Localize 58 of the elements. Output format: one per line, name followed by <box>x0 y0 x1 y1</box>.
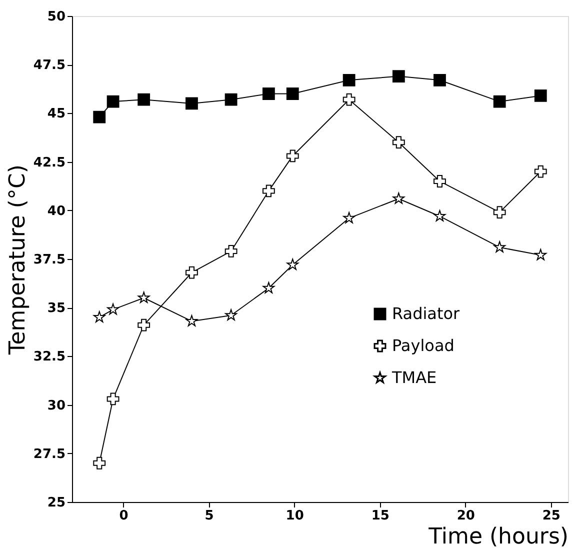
point <box>262 282 275 294</box>
point <box>93 311 106 322</box>
point <box>107 303 119 315</box>
y-tick-label: 40 <box>47 204 66 219</box>
point <box>286 88 299 100</box>
x-tick-label: 25 <box>542 508 560 524</box>
point <box>434 74 446 86</box>
point <box>106 392 120 406</box>
y-tick-label: 35 <box>47 301 66 316</box>
point <box>286 258 299 270</box>
point <box>225 309 237 320</box>
y-tick-label: 32.5 <box>33 350 66 365</box>
point <box>106 95 120 108</box>
x-tick-label: 10 <box>286 508 304 524</box>
y-tick-label: 25 <box>47 496 66 510</box>
legend-label: TMAE <box>391 368 437 387</box>
point <box>224 245 238 258</box>
point <box>494 241 506 252</box>
point <box>138 318 150 332</box>
point <box>534 90 547 102</box>
legend-label: Radiator <box>392 304 460 323</box>
y-tick-label: 42.5 <box>33 155 66 170</box>
point <box>343 212 355 224</box>
x-tick-label: 0 <box>119 508 128 524</box>
y-tick-label: 50 <box>47 10 66 24</box>
y-tick-label: 37.5 <box>33 252 66 268</box>
point <box>342 93 356 106</box>
point <box>434 210 446 222</box>
x-tick-label: 20 <box>456 508 475 524</box>
point <box>186 315 198 326</box>
point <box>434 175 446 188</box>
x-tick-label: 5 <box>204 508 214 524</box>
x-axis-title: Time (hours) <box>428 524 568 550</box>
point <box>392 192 405 204</box>
y-tick-label: 47.5 <box>33 58 66 74</box>
point <box>534 165 547 178</box>
point <box>186 266 198 279</box>
point <box>224 93 238 106</box>
point <box>534 248 547 260</box>
point <box>93 456 106 470</box>
point <box>493 206 506 219</box>
point <box>138 93 150 106</box>
point <box>286 150 299 162</box>
point <box>186 97 198 110</box>
y-tick-label: 30 <box>47 398 66 414</box>
point <box>493 95 506 108</box>
point <box>392 136 405 149</box>
point <box>93 110 106 124</box>
point <box>342 74 356 86</box>
point <box>392 70 405 82</box>
point <box>138 292 150 303</box>
x-tick-label: 15 <box>371 508 390 524</box>
point <box>262 184 275 198</box>
point <box>262 88 275 100</box>
y-tick-label: 45 <box>47 106 66 122</box>
y-axis-title: Temperature (°C) <box>5 164 30 356</box>
y-tick-label: 27.5 <box>33 446 66 462</box>
legend-label: Payload <box>392 336 454 355</box>
